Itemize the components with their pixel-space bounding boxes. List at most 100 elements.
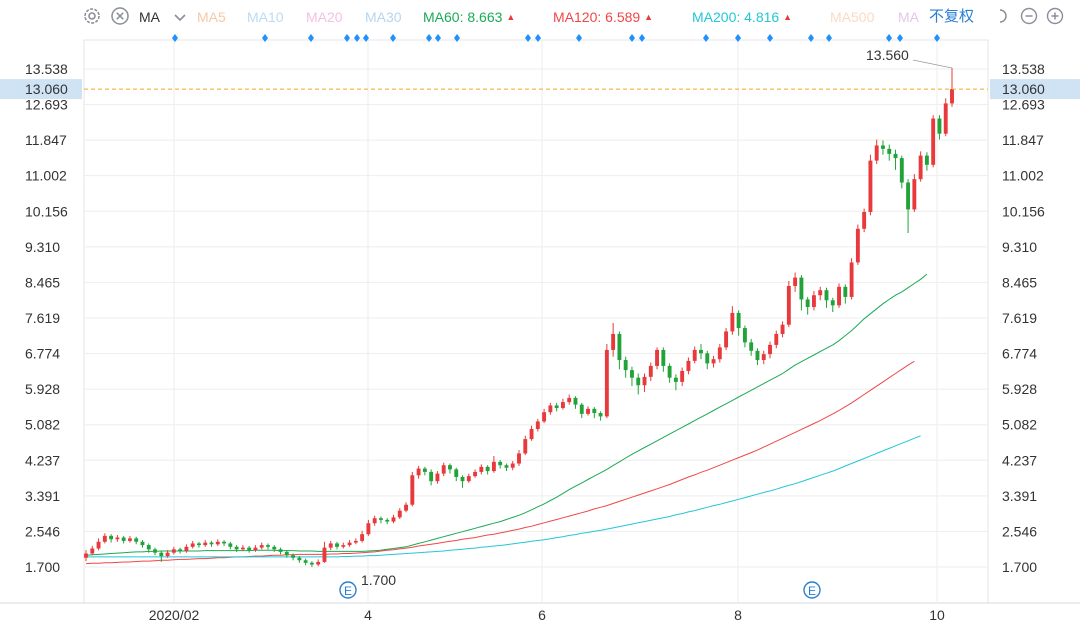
candle [686,357,691,375]
candle [711,355,716,368]
y-axis-right: 13.538 12.693 11.847 11.002 10.156 9.310 8.465… [1002,61,1045,575]
candle [554,402,559,412]
candle [598,411,603,421]
signal-diamond [262,34,268,42]
candle [617,331,622,370]
ma-legend-ma500[interactable]: MA500 [830,9,875,25]
candle-body [780,324,785,334]
close-icon[interactable] [110,6,130,26]
ma-legend-ma10[interactable]: MA10 [247,9,284,25]
candle [874,139,879,164]
candle-body [278,549,283,552]
signal-diamond [639,34,645,42]
candle [203,540,208,547]
zoom-in-icon[interactable] [1045,6,1065,26]
candle-body [717,347,722,360]
plot-frame [83,39,989,604]
candle-body [786,285,791,325]
candle [692,346,697,364]
candle [793,272,798,292]
candle [240,545,245,552]
ma-legend-ma60[interactable]: MA60: 8.663 ▲ [423,9,516,25]
candle-body [272,546,277,550]
candle [127,535,132,543]
zoom-out-icon[interactable] [1019,6,1039,26]
candle [84,550,88,562]
candle-body [912,179,917,210]
candle-body [523,439,528,454]
settings-icon[interactable] [82,6,102,26]
ma-legend-ma5[interactable]: MA5 [197,9,226,25]
candle [630,366,634,387]
candle-body [109,535,114,540]
reset-icon[interactable] [994,6,1014,26]
indicator-selector[interactable]: MA [139,9,160,25]
y-tick-label: 9.310 [1002,239,1037,255]
candle [648,362,653,382]
price-tag-right-text: 13.060 [1002,81,1045,97]
ma-legend-ma200[interactable]: MA200: 4.816 ▲ [692,9,793,25]
candle [272,545,277,552]
candle-body [316,561,321,565]
ma-lines [85,273,928,565]
x-tick-label: 6 [538,607,546,623]
candle-body [855,228,860,263]
signal-diamond [934,34,940,42]
ma-legend-ma30[interactable]: MA30 [365,9,402,25]
ma-legend-ma20[interactable]: MA20 [306,9,343,25]
y-tick-label: 6.774 [25,346,60,362]
candle-body [102,535,107,542]
candle-body [197,543,201,546]
trend-up-icon: ▲ [644,12,654,22]
current-price-line: 13.060 13.060 [0,79,1080,100]
low-label: 1.700 [361,572,396,588]
candle [121,535,126,544]
candle [749,338,754,356]
y-tick-label: 10.156 [25,203,68,219]
event-marker-label: E [344,584,352,598]
candle [441,462,446,477]
candle [253,545,258,552]
y-tick-label: 1.700 [25,559,60,575]
candle-body [266,545,270,547]
candle-body [353,540,358,543]
ma-legend-ma[interactable]: MA [898,9,919,25]
candle-body [661,349,666,366]
candle [266,543,270,550]
candle-body [699,349,703,354]
event-marker-icon: E [803,581,821,599]
candle-body [259,545,264,548]
candle-body [692,349,697,361]
candle-body [799,277,804,300]
candle [335,541,339,550]
candle-body [222,541,227,544]
candle-body [843,286,848,297]
y-tick-label: 9.310 [25,239,60,255]
event-marker-circle [803,581,821,599]
candle-body [203,542,208,546]
signal-diamond [576,34,582,42]
candle [278,547,283,555]
candle-body [742,328,747,343]
candle-body [761,354,766,361]
ma-legend-ma120[interactable]: MA120: 6.589 ▲ [553,9,654,25]
price-tag-right [990,79,1080,100]
candle [473,469,478,478]
candle [906,179,911,233]
restore-rights-toggle[interactable]: 不复权 [929,8,975,25]
candle [893,149,898,170]
candle [811,291,816,311]
chevron-down-icon[interactable] [170,7,190,27]
candle [655,347,660,370]
candle [755,348,760,366]
candle-body [127,538,132,541]
candle-body [705,353,710,364]
signal-diamond [172,34,178,42]
candle [887,144,892,161]
candle [498,460,503,469]
candle-body [416,468,421,476]
candle [422,466,427,476]
candle [579,402,584,419]
candle [178,547,183,554]
